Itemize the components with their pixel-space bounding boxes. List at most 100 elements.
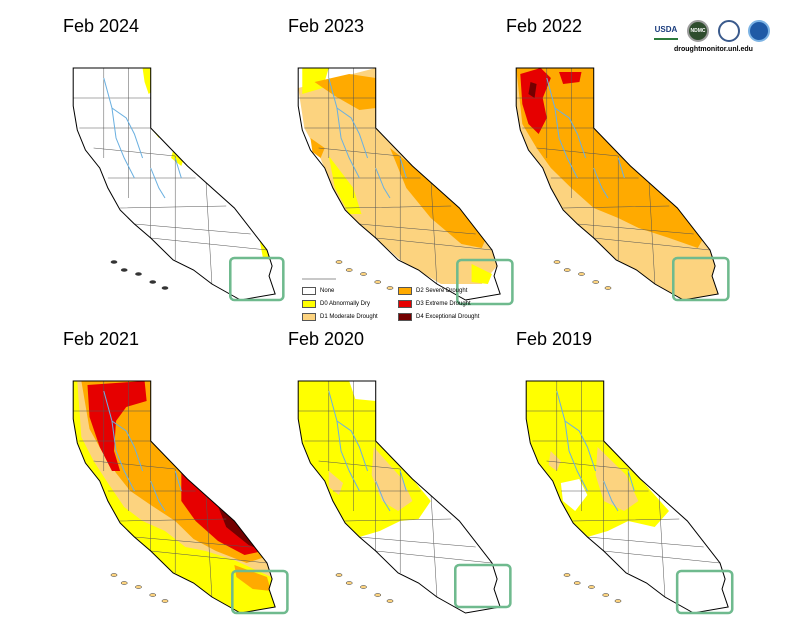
california-drought-map xyxy=(515,67,730,302)
source-url: droughtmonitor.unl.edu xyxy=(674,46,753,53)
channel-island xyxy=(386,599,394,603)
channel-island xyxy=(110,573,118,577)
channel-island xyxy=(578,272,585,276)
map-panel-feb-2020: Feb 2020 xyxy=(288,329,520,619)
legend-swatch xyxy=(398,287,412,295)
california-drought-map xyxy=(297,380,512,614)
river-lines xyxy=(328,77,407,199)
highlight-box xyxy=(229,256,285,302)
channel-island xyxy=(386,286,394,290)
legend-item-d2: D2 Severe Drought xyxy=(398,286,467,296)
ndmc-logo: NDMC xyxy=(687,20,709,42)
channel-island xyxy=(335,573,343,577)
channel-island xyxy=(614,599,622,603)
legend-item-d1: D1 Moderate Drought xyxy=(302,312,378,322)
drought-zone xyxy=(516,68,706,248)
agency-logos: USDA NDMC droughtmonitor.unl.edu xyxy=(652,18,797,58)
map-panel-feb-2024: Feb 2024 xyxy=(63,16,295,306)
legend-swatch xyxy=(302,313,316,321)
california-drought-map xyxy=(72,380,289,615)
legend-swatch xyxy=(398,300,412,308)
legend-item-d4: D4 Exceptional Drought xyxy=(398,312,479,322)
highlight-box xyxy=(454,563,512,609)
state-outline xyxy=(72,380,276,614)
river-lines xyxy=(328,390,407,512)
channel-island xyxy=(149,280,157,284)
map-panel-feb-2021: Feb 2021 xyxy=(63,329,295,619)
drought-zone xyxy=(328,156,362,214)
river-lines xyxy=(556,390,635,512)
channel-island xyxy=(553,260,561,264)
drought-zone xyxy=(559,72,582,84)
channel-island xyxy=(161,286,169,290)
panel-title: Feb 2024 xyxy=(63,16,140,36)
drought-zone xyxy=(349,381,376,401)
channel-island xyxy=(120,268,128,272)
legend-label: D2 Severe Drought xyxy=(416,288,468,294)
channel-island xyxy=(360,272,367,276)
drought-zone xyxy=(390,148,488,248)
channel-island xyxy=(120,581,128,585)
channel-island xyxy=(604,286,612,290)
drought-zone xyxy=(87,381,147,471)
commerce-seal-logo xyxy=(718,20,740,42)
river-lines xyxy=(546,77,625,199)
california-drought-map xyxy=(72,67,285,302)
legend-label: D4 Exceptional Drought xyxy=(416,314,480,320)
state-outline xyxy=(297,380,501,614)
channel-island xyxy=(161,599,169,603)
drought-zone xyxy=(595,447,639,511)
drought-zone xyxy=(560,479,588,511)
channel-island xyxy=(563,573,571,577)
channel-island xyxy=(360,585,367,589)
river-lines xyxy=(103,390,182,512)
legend-item-d0: D0 Abnormally Dry xyxy=(302,299,370,309)
drought-legend: None D0 Abnormally Dry D1 Moderate Droug… xyxy=(302,278,522,324)
channel-island xyxy=(374,593,382,597)
map-panel-feb-2023: Feb 2023 xyxy=(288,16,520,306)
drought-zone xyxy=(171,150,184,166)
drought-zone xyxy=(298,381,431,537)
channel-island xyxy=(345,268,353,272)
channel-island xyxy=(588,585,595,589)
california-drought-map xyxy=(297,67,514,306)
channel-island xyxy=(135,272,142,276)
legend-swatch xyxy=(302,300,316,308)
drought-zone xyxy=(328,471,344,495)
channel-island xyxy=(592,280,600,284)
channel-island xyxy=(149,593,157,597)
usda-logo: USDA xyxy=(654,20,678,40)
map-panel-feb-2019: Feb 2019 xyxy=(516,329,748,619)
channel-island xyxy=(110,260,118,264)
drought-zone xyxy=(520,68,551,134)
state-outline xyxy=(525,380,729,614)
highlight-box xyxy=(672,256,730,302)
legend-label: D0 Abnormally Dry xyxy=(320,301,371,307)
channel-island xyxy=(345,581,353,585)
legend-swatch xyxy=(302,287,316,295)
legend-divider xyxy=(302,278,336,280)
panel-title: Feb 2022 xyxy=(506,16,583,36)
state-fill xyxy=(73,68,276,300)
panel-title: Feb 2019 xyxy=(516,329,593,349)
california-drought-map xyxy=(525,380,734,615)
drought-zone xyxy=(528,82,537,98)
channel-island xyxy=(602,593,610,597)
state-outline xyxy=(297,67,501,301)
drought-zone xyxy=(302,68,329,94)
noaa-logo xyxy=(748,20,770,42)
legend-item-none: None xyxy=(302,286,334,296)
highlight-box xyxy=(675,569,734,615)
map-panel-feb-2022: Feb 2022 xyxy=(506,16,738,306)
river-lines xyxy=(103,77,182,199)
panel-title: Feb 2020 xyxy=(288,329,365,349)
channel-island xyxy=(335,260,343,264)
panel-title: Feb 2023 xyxy=(288,16,365,36)
legend-label: D3 Extreme Drought xyxy=(416,301,471,307)
channel-island xyxy=(573,581,581,585)
channel-island xyxy=(135,585,142,589)
panel-title: Feb 2021 xyxy=(63,329,140,349)
legend-swatch xyxy=(398,313,412,321)
drought-zone xyxy=(548,451,561,471)
highlight-box xyxy=(231,569,289,615)
